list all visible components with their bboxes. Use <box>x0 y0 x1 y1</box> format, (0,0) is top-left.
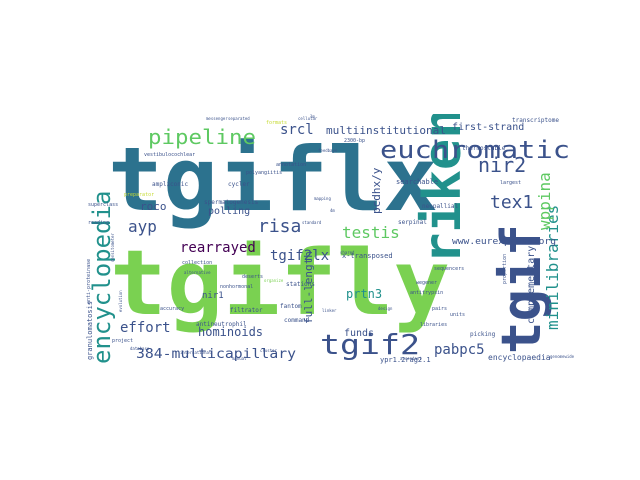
cloud-word: encyclopaedia <box>488 353 551 362</box>
cloud-word: organize <box>264 278 284 283</box>
cloud-word: 4m <box>330 208 335 213</box>
cloud-word: 384-multicapillary <box>136 347 296 362</box>
cloud-word: risa <box>258 216 301 237</box>
cloud-word: largest <box>500 180 521 186</box>
cloud-word: multiinstitutional <box>326 124 446 137</box>
cloud-word: tgif2 <box>320 328 420 361</box>
cloud-word: pcdhx/y <box>370 167 383 214</box>
cloud-word: collection <box>182 260 212 266</box>
cloud-word: superclass <box>88 202 118 208</box>
cloud-word: cluster <box>260 348 277 353</box>
cloud-word: cellular <box>298 116 318 121</box>
cloud-word: formats <box>266 120 287 126</box>
cloud-word: full-length <box>302 251 315 324</box>
cloud-word: antineutrophil <box>196 321 247 328</box>
word-cloud: tgiflx tgifly riken tgif euchromatic encyclop… <box>80 114 578 368</box>
cloud-word: ascendant <box>400 356 422 361</box>
cloud-word: messenger <box>206 116 228 121</box>
cloud-word: 2300-bp <box>344 138 365 144</box>
cloud-word: manual <box>232 356 247 361</box>
cloud-word: annotation <box>276 162 306 168</box>
cloud-word: preparator <box>124 192 154 198</box>
cloud-word: reading <box>88 220 109 226</box>
cloud-word: libraries <box>420 322 447 328</box>
cloud-word: nir1 <box>202 291 224 301</box>
cloud-word: vestibulocochlear <box>144 152 195 158</box>
cloud-word: database <box>130 346 150 351</box>
cloud-word: polyangiitis <box>246 170 282 176</box>
cloud-word: evolution <box>118 290 123 312</box>
cloud-word: effort <box>120 320 171 336</box>
cloud-word: searchable <box>396 178 438 186</box>
cloud-word: thermostable <box>462 145 506 152</box>
cloud-word: wppina <box>535 172 554 230</box>
cloud-word: genomewide <box>550 354 575 359</box>
cloud-word: pipeline <box>148 125 256 149</box>
cloud-word: x-transposed <box>342 252 393 260</box>
cloud-word: anti-proteinase <box>86 259 92 304</box>
cloud-word: roco <box>140 200 167 213</box>
cloud-word: neopallial <box>422 203 459 210</box>
cloud-word: wegener <box>416 280 437 286</box>
cloud-word: tgif2lx <box>270 248 329 264</box>
cloud-word: ampliconic <box>152 181 189 188</box>
cloud-word: stations <box>286 281 315 288</box>
cloud-word: project <box>112 338 133 344</box>
cloud-word: nonhormonal <box>220 284 253 290</box>
cloud-word: euchromatic <box>380 136 570 164</box>
cloud-word: complementary <box>526 246 537 324</box>
cloud-word: antitrypsin <box>410 290 443 296</box>
cloud-word: funds <box>344 328 374 339</box>
cloud-word: encyclopedia <box>88 191 116 364</box>
cloud-word: cycler <box>228 181 250 188</box>
cloud-word: alternative <box>184 270 211 275</box>
cloud-word: 1m <box>310 114 315 119</box>
cloud-word: nir2 <box>478 153 526 177</box>
cloud-word: granulomatosis <box>86 301 94 360</box>
cloud-word: srcl <box>280 122 314 138</box>
cloud-word: fantom <box>280 303 302 310</box>
cloud-word: sequencers <box>434 266 464 272</box>
cloud-word: accuracy <box>160 306 184 312</box>
cloud-word: design <box>378 306 393 311</box>
cloud-word: polling <box>208 206 250 217</box>
cloud-word: filtrator <box>230 307 263 314</box>
cloud-word: units <box>450 312 465 318</box>
cloud-word: serpinal <box>398 219 427 226</box>
cloud-word: feedbays <box>318 148 338 153</box>
cloud-word: shared <box>340 250 355 255</box>
cloud-word: pabpc5 <box>434 342 485 358</box>
cloud-word: picking <box>470 331 496 338</box>
cloud-word: command <box>284 317 310 324</box>
cloud-word: riken <box>413 114 473 264</box>
cloud-word: standard <box>302 220 322 225</box>
cloud-word: international <box>180 350 212 355</box>
cloud-word: tex1 <box>490 192 533 213</box>
cloud-word: proportion <box>502 254 508 284</box>
cloud-word: spermatogenesis <box>204 199 259 206</box>
cloud-word: mapping <box>314 196 331 201</box>
cloud-word: hominoids <box>198 325 263 339</box>
cloud-word: deserts <box>242 274 263 280</box>
cloud-word: transcriptome <box>512 117 559 124</box>
cloud-word: ayp <box>128 217 157 236</box>
cloud-word: tgif <box>490 224 553 354</box>
cloud-word: densitometer <box>110 233 115 262</box>
cloud-word: tgifly <box>110 231 450 336</box>
cloud-word: prtn3 <box>346 287 382 301</box>
cloud-word: pairs <box>432 306 447 312</box>
cloud-word: www.eurexpress.org <box>452 237 556 247</box>
cloud-word: ypr1.2rag2.1 <box>380 356 431 364</box>
cloud-word: minilibraries <box>543 205 562 330</box>
cloud-word: first-strand <box>452 122 524 133</box>
cloud-word: tgiflx <box>108 128 438 231</box>
cloud-word: separated <box>228 116 250 121</box>
cloud-word: linker <box>322 308 337 313</box>
cloud-word: testis <box>342 223 400 242</box>
cloud-word: rearrayed <box>180 240 256 256</box>
